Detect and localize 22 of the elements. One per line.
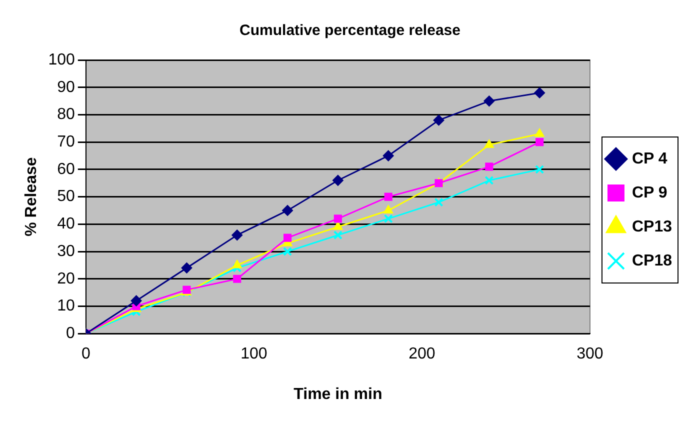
y-tick-label: 10 [57, 298, 75, 315]
legend-label: CP13 [632, 218, 672, 236]
x-axis-title: Time in min [294, 386, 382, 403]
y-tick-label: 40 [57, 216, 75, 233]
y-tick-label: 70 [57, 133, 75, 150]
x-tick-label: 0 [81, 346, 90, 363]
x-tick-label: 100 [240, 346, 268, 363]
chart-title: Cumulative percentage release [240, 22, 460, 40]
y-tick-label: 20 [57, 270, 75, 288]
y-tick-label: 50 [57, 188, 75, 206]
legend-label: CP18 [632, 252, 672, 270]
y-tick-label: 60 [57, 160, 75, 178]
legend-label: CP 4 [632, 150, 668, 168]
x-tick-label: 300 [576, 346, 604, 363]
y-tick-label: 80 [57, 106, 75, 124]
x-tick-label: 200 [408, 346, 436, 363]
y-tick-label: 0 [66, 325, 75, 342]
y-axis-title: % Release [23, 157, 40, 236]
y-tick-label: 90 [57, 78, 75, 96]
y-tick-label: 30 [57, 242, 75, 260]
y-tick-label: 100 [48, 51, 75, 68]
legend-label: CP 9 [632, 184, 668, 202]
